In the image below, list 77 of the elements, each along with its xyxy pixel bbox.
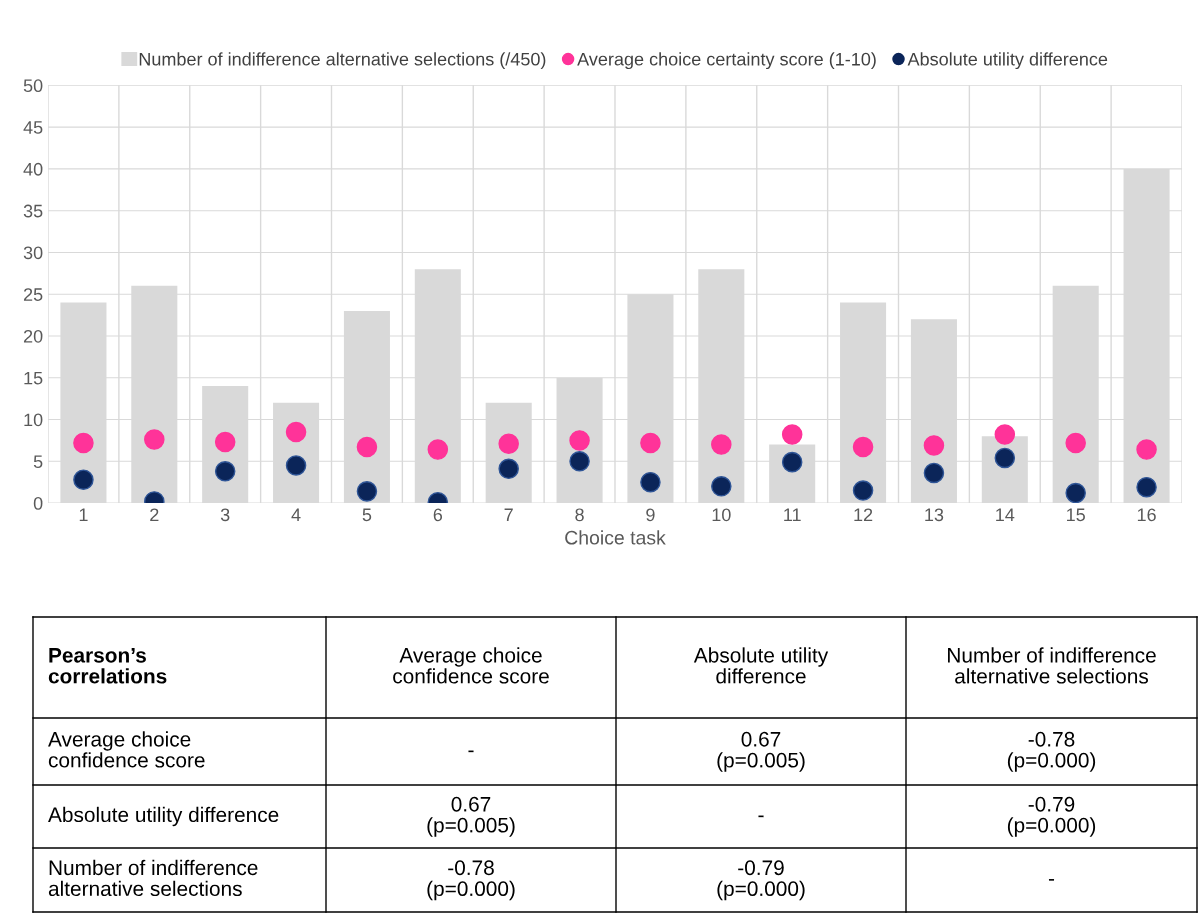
point <box>427 439 449 460</box>
point <box>498 433 519 455</box>
point <box>214 461 236 482</box>
y-tick-label: 50 <box>23 79 43 93</box>
text: -0.79 (p=0.000) <box>717 860 805 901</box>
text: Pearson’s correlations <box>48 648 167 684</box>
legend-label: Average choice certainty score (1-10) <box>577 52 876 70</box>
x-tick-label: 11 <box>784 508 801 522</box>
x-tick-label: 10 <box>712 508 731 522</box>
point <box>569 451 590 472</box>
x-tick-label: 12 <box>854 508 873 522</box>
y-tick-label: 15 <box>24 371 43 385</box>
point <box>1065 482 1086 504</box>
y-tick-label: 45 <box>23 121 43 134</box>
text: - <box>758 815 764 818</box>
point <box>498 458 519 480</box>
text: Absolute utility difference <box>48 806 279 827</box>
text: -0.79 (p=0.000) <box>1007 796 1096 837</box>
point <box>711 476 732 497</box>
x-tick-label: 6 <box>433 508 443 522</box>
point <box>144 429 165 450</box>
point <box>640 432 661 454</box>
point <box>923 462 945 484</box>
point <box>994 424 1016 445</box>
text: -0.78 (p=0.000) <box>427 860 515 901</box>
x-tick-label: 5 <box>362 508 372 522</box>
point <box>73 469 94 490</box>
point <box>1065 432 1086 454</box>
legend-label: Absolute utility difference <box>907 52 1108 70</box>
x-tick-label: 13 <box>925 508 944 522</box>
text: 0.67 (p=0.005) <box>427 796 515 837</box>
x-tick-label: 3 <box>220 508 230 522</box>
point <box>711 434 732 455</box>
x-tick-label: 8 <box>575 508 584 522</box>
legend-label: Number of indifference alternative selections (/450) <box>139 52 546 70</box>
x-tick-label: 9 <box>646 508 655 522</box>
point <box>569 430 590 451</box>
text: Average choice confidence score <box>393 647 549 684</box>
point <box>781 451 803 473</box>
y-tick-label: 10 <box>24 413 43 427</box>
point <box>356 436 378 458</box>
point <box>285 421 307 443</box>
x-tick-label: 1 <box>79 508 88 522</box>
x-tick-label: 16 <box>1137 508 1156 522</box>
point <box>852 480 874 501</box>
point <box>1136 439 1157 460</box>
y-tick-label: 30 <box>23 246 43 260</box>
point <box>356 481 378 502</box>
text: Absolute utility difference <box>693 647 829 684</box>
text: - <box>468 750 474 753</box>
point <box>214 431 236 453</box>
text: Average choice confidence score <box>48 731 205 768</box>
y-tick-label: 25 <box>23 288 43 301</box>
x-tick-label: 7 <box>504 508 513 522</box>
text: - <box>1048 879 1055 881</box>
point <box>923 435 945 456</box>
x-axis-title: Choice task <box>565 530 666 545</box>
point <box>285 455 307 476</box>
text: -0.78 (p=0.000) <box>1007 731 1096 772</box>
x-tick-label: 4 <box>291 508 301 522</box>
y-tick-label: 40 <box>23 162 43 176</box>
text: Number of indifference alternative selections <box>48 859 258 897</box>
point <box>994 447 1016 469</box>
text: Number of indifference alternative selections <box>948 647 1156 684</box>
x-tick-label: 14 <box>996 508 1015 522</box>
y-tick-label: 0 <box>33 497 43 510</box>
y-tick-label: 20 <box>23 329 43 343</box>
x-tick-label: 15 <box>1067 508 1085 522</box>
text: 0.67 (p=0.005) <box>717 731 805 772</box>
point <box>852 436 874 458</box>
point <box>640 471 661 493</box>
point <box>73 432 94 454</box>
y-tick-label: 5 <box>33 455 43 469</box>
y-tick-label: 35 <box>23 204 43 218</box>
point <box>781 424 803 445</box>
point <box>1136 476 1157 498</box>
x-tick-label: 2 <box>150 508 159 522</box>
